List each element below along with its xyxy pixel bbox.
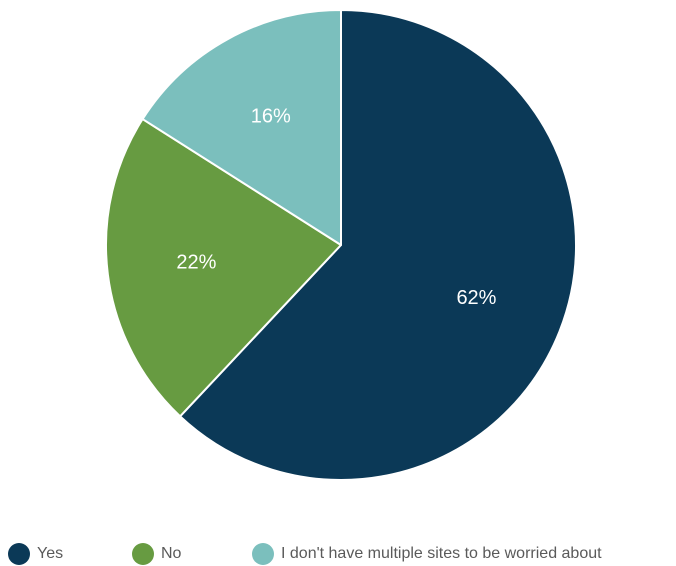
legend-label-yes: Yes	[37, 545, 64, 562]
legend-item-no-multiple-sites[interactable]: I don't have multiple sites to be worrie…	[252, 542, 602, 566]
pie-slice-no[interactable]	[105, 118, 342, 418]
pie-slice-labels: 62% 22% 16%	[176, 106, 496, 309]
chart-legend: Yes No I don't have multiple sites to be…	[8, 542, 676, 566]
legend-swatch-no-multiple-sites	[252, 543, 274, 565]
pie-slices	[105, 9, 577, 481]
legend-label-no: No	[161, 545, 182, 562]
legend-item-no[interactable]: No	[132, 542, 181, 566]
pie-slice-label-no: 22%	[176, 252, 216, 274]
pie-slice-label-yes: 62%	[456, 287, 496, 309]
legend-item-yes[interactable]: Yes	[8, 542, 63, 566]
pie-slice-yes[interactable]	[179, 9, 577, 481]
pie-slice-i-don-t-have-multiple-sites-to-be-worried-about[interactable]	[141, 9, 342, 246]
legend-swatch-yes	[8, 543, 30, 565]
legend-swatch-no	[132, 543, 154, 565]
legend-label-no-multiple-sites: I don't have multiple sites to be worrie…	[281, 545, 602, 562]
pie-slice-label-i-don-t-have-multiple-sites-to-be-worried-about: 16%	[251, 106, 291, 128]
